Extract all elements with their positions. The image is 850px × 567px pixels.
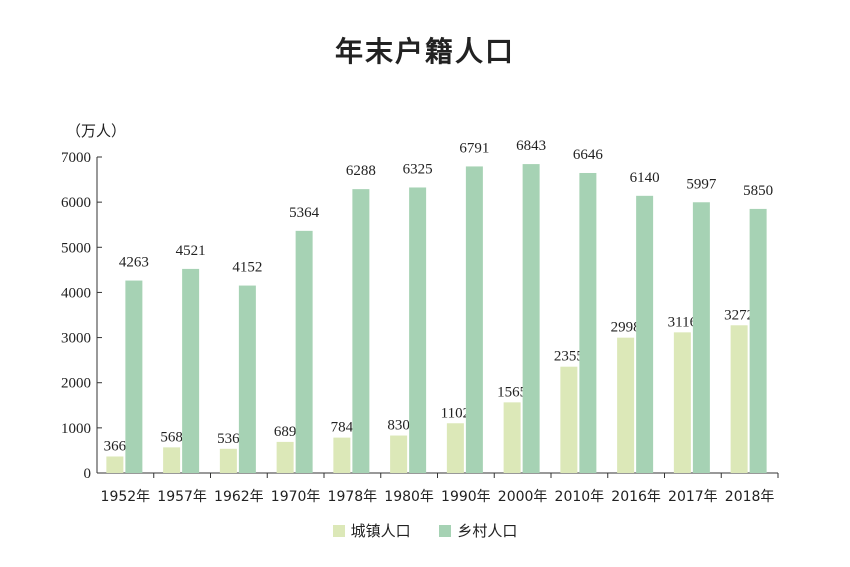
data-label-rural: 6646 <box>573 147 604 163</box>
y-tick-label: 5000 <box>61 240 91 256</box>
bar-rural <box>465 166 483 473</box>
bar-rural <box>749 208 767 473</box>
bar-rural <box>182 268 200 473</box>
x-category-label: 1962年 <box>214 489 264 505</box>
data-label-urban: 1102 <box>441 405 470 421</box>
bar-rural <box>295 230 313 473</box>
data-label-rural: 5364 <box>289 205 320 221</box>
bar-rural <box>125 280 143 473</box>
bar-rural <box>636 195 654 473</box>
legend: 城镇人口 乡村人口 <box>0 520 850 541</box>
y-tick-label: 2000 <box>61 376 91 392</box>
data-label-urban: 3272 <box>724 307 754 323</box>
x-category-label: 1952年 <box>101 489 151 505</box>
data-label-rural: 4521 <box>176 243 206 259</box>
x-category-label: 2016年 <box>611 489 661 505</box>
legend-item-urban: 城镇人口 <box>332 520 411 541</box>
bar-rural <box>522 164 540 473</box>
data-label-rural: 5997 <box>686 176 717 192</box>
bar-urban <box>617 337 635 473</box>
data-label-urban: 568 <box>160 429 183 445</box>
legend-label-rural: 乡村人口 <box>457 522 518 540</box>
legend-item-rural: 乡村人口 <box>439 520 517 541</box>
data-label-rural: 6843 <box>516 138 546 154</box>
y-tick-label: 6000 <box>61 195 91 211</box>
y-tick-label: 1000 <box>61 421 91 437</box>
bar-urban <box>163 447 181 473</box>
data-label-rural: 6325 <box>403 161 433 177</box>
x-category-label: 2010年 <box>555 489 605 505</box>
bar-rural <box>409 187 427 473</box>
y-tick-label: 0 <box>84 466 92 482</box>
x-category-label: 2017年 <box>668 489 718 505</box>
bar-urban <box>446 423 464 473</box>
data-label-rural: 4263 <box>119 255 149 271</box>
bar-urban <box>106 456 124 473</box>
data-label-rural: 5850 <box>743 183 773 199</box>
bar-urban <box>673 332 691 473</box>
x-category-label: 1957年 <box>157 489 207 505</box>
data-label-urban: 689 <box>274 424 297 440</box>
data-label-urban: 536 <box>217 431 240 447</box>
data-label-rural: 6140 <box>630 170 660 186</box>
data-label-rural: 4152 <box>232 260 262 276</box>
bar-urban <box>219 448 237 473</box>
chart-title: 年末户籍人口 <box>334 35 515 68</box>
data-label-urban: 3116 <box>668 314 698 330</box>
bar-urban <box>333 437 351 473</box>
legend-label-urban: 城镇人口 <box>350 522 411 540</box>
bar-rural <box>579 172 597 473</box>
data-label-rural: 6288 <box>346 163 376 179</box>
y-tick-label: 3000 <box>61 331 91 347</box>
bar-rural <box>692 202 710 473</box>
data-label-urban: 2355 <box>554 349 584 365</box>
data-label-urban: 366 <box>104 438 127 454</box>
data-label-urban: 784 <box>331 420 354 436</box>
bar-rural <box>352 189 370 473</box>
y-tick-label: 7000 <box>61 150 91 166</box>
x-category-label: 1970年 <box>271 489 321 505</box>
x-category-label: 2018年 <box>725 489 775 505</box>
bar-urban <box>390 435 408 473</box>
x-category-label: 2000年 <box>498 489 548 505</box>
bar-urban <box>276 441 294 473</box>
x-category-label: 1990年 <box>441 489 491 505</box>
data-label-urban: 830 <box>387 418 410 434</box>
bar-urban <box>503 402 521 473</box>
bar-urban <box>560 366 578 473</box>
y-axis-unit-label: （万人） <box>66 122 127 140</box>
legend-swatch-urban <box>332 524 345 537</box>
bar-urban <box>730 325 748 473</box>
y-tick-label: 4000 <box>61 285 91 301</box>
data-label-rural: 6791 <box>459 140 489 156</box>
data-label-urban: 1565 <box>497 384 527 400</box>
x-category-label: 1978年 <box>328 489 378 505</box>
legend-swatch-rural <box>439 524 452 537</box>
x-category-label: 1980年 <box>384 489 434 505</box>
bar-rural <box>238 285 256 473</box>
data-label-urban: 2998 <box>611 320 641 336</box>
